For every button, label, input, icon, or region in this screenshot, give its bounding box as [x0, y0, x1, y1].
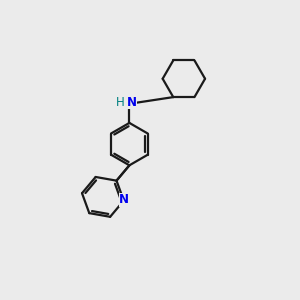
Text: N: N	[127, 96, 137, 109]
Text: H: H	[116, 96, 125, 109]
Text: N: N	[119, 194, 129, 206]
